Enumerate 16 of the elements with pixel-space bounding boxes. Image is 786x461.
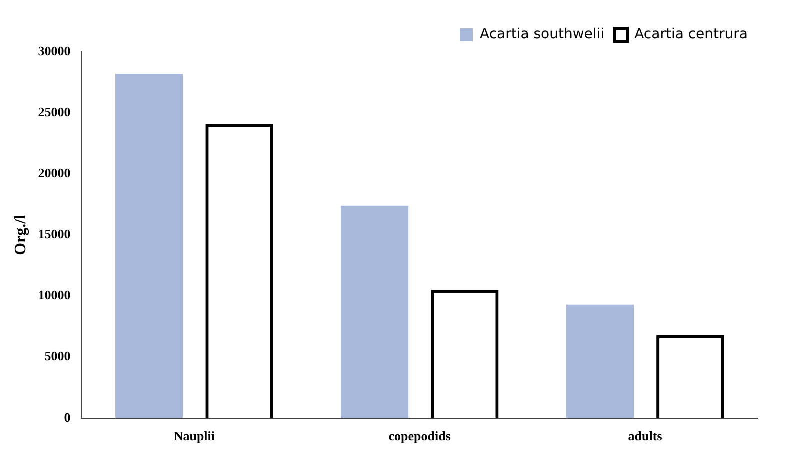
y-tick-label: 10000 [38, 288, 71, 303]
y-tick-label: 15000 [38, 226, 71, 242]
bar [566, 304, 634, 418]
x-tick-label: adults [628, 428, 662, 444]
y-tick-label: 30000 [38, 43, 71, 58]
bar [116, 74, 184, 418]
y-axis-title: Org./l [12, 214, 30, 256]
y-tick-label: 25000 [38, 104, 71, 120]
x-tick-label: Nauplii [174, 428, 216, 444]
y-tick-label: 0 [64, 410, 71, 425]
legend-label: Acartia southwelii [480, 26, 605, 43]
bar [340, 206, 409, 418]
y-tick-label: 20000 [38, 165, 71, 180]
x-tick-label: copepodids [388, 428, 451, 444]
y-tick-label: 5000 [44, 348, 71, 364]
legend-label: Acartia centrura [634, 26, 748, 43]
